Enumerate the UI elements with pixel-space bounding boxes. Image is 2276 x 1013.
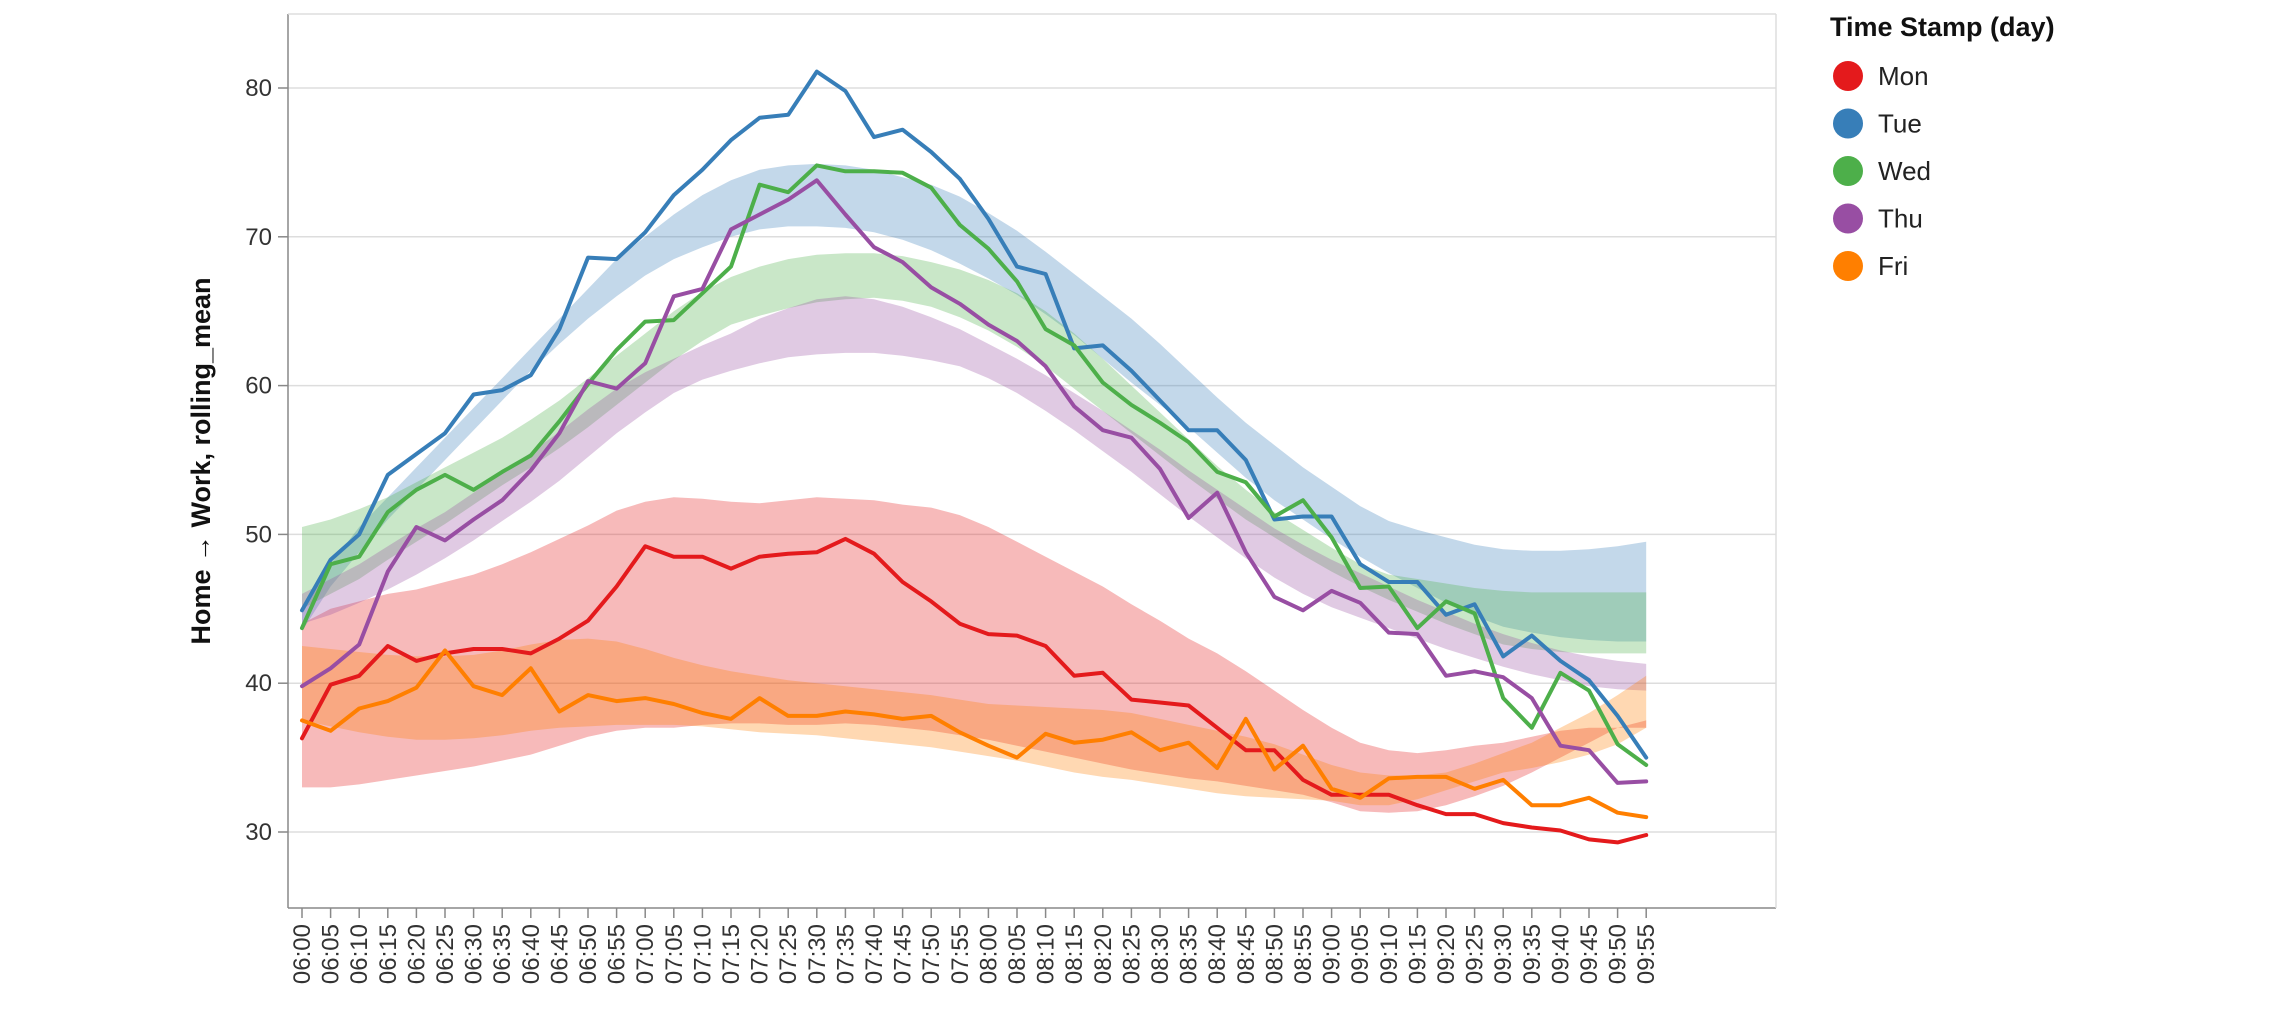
x-tick-label: 08:45: [1233, 924, 1260, 984]
x-tick-label: 06:55: [604, 924, 631, 984]
y-tick-label: 50: [245, 521, 272, 548]
x-tick-label: 09:15: [1404, 924, 1431, 984]
x-tick-label: 06:35: [489, 924, 516, 984]
line-mon: [300, 536, 1649, 845]
x-tick-label: 09:10: [1376, 924, 1403, 984]
x-axis-ticks: 06:00 06:05 06:10 06:15 06:20 06:25 06:30 06:35…: [289, 908, 1660, 984]
x-tick-label: 06:10: [346, 924, 373, 984]
band-fri: [302, 638, 1647, 806]
line-fri: [300, 648, 1649, 820]
x-tick-label: 08:50: [1261, 924, 1288, 984]
y-tick-label: 60: [245, 373, 272, 400]
x-tick-label: 09:20: [1433, 924, 1460, 984]
x-tick-label: 07:25: [775, 924, 802, 984]
x-tick-label: 07:55: [947, 924, 974, 984]
x-tick-label: 09:35: [1519, 924, 1546, 984]
x-tick-label: 07:20: [747, 924, 774, 984]
x-tick-label: 06:50: [575, 924, 602, 984]
legend-title: Time Stamp (day): [1830, 12, 2055, 42]
line-wed: [300, 163, 1649, 767]
x-tick-label: 06:20: [403, 924, 430, 984]
legend-swatch: [1833, 251, 1863, 281]
band-thu: [302, 296, 1647, 691]
line-thu: [300, 178, 1649, 785]
x-tick-label: 09:50: [1605, 924, 1632, 984]
x-tick-label: 06:45: [546, 924, 573, 984]
x-tick-label: 07:30: [804, 924, 831, 984]
legend-item-mon: Mon: [1833, 61, 1929, 91]
legend-item-tue: Tue: [1833, 108, 1922, 139]
x-tick-label: 08:55: [1290, 924, 1317, 984]
x-tick-label: 07:10: [689, 924, 716, 984]
legend-item-wed: Wed: [1833, 156, 1931, 186]
x-tick-label: 09:00: [1319, 924, 1346, 984]
legend-label: Fri: [1878, 251, 1908, 281]
y-gridlines: [288, 87, 1776, 833]
y-tick-label: 70: [245, 224, 272, 251]
y-tick-label: 30: [245, 819, 272, 846]
x-tick-label: 06:40: [518, 924, 545, 984]
x-tick-label: 06:00: [289, 924, 316, 984]
legend-label: Tue: [1878, 109, 1922, 139]
legend-swatch: [1833, 108, 1863, 139]
band-tue: [302, 163, 1647, 642]
legend-item-thu: Thu: [1833, 203, 1923, 234]
x-tick-label: 06:25: [432, 924, 459, 984]
legend-label: Thu: [1878, 204, 1923, 234]
x-tick-label: 06:30: [461, 924, 488, 984]
x-tick-label: 08:40: [1204, 924, 1231, 984]
legend-item-fri: Fri: [1833, 251, 1908, 281]
x-tick-label: 09:30: [1490, 924, 1517, 984]
x-tick-label: 08:15: [1061, 924, 1088, 984]
x-tick-label: 06:15: [375, 924, 402, 984]
line-tue: [300, 69, 1649, 760]
x-tick-label: 08:35: [1176, 924, 1203, 984]
x-tick-label: 08:05: [1004, 924, 1031, 984]
legend-label: Mon: [1878, 61, 1929, 91]
legend-items: Mon Tue Wed Thu Fri: [1833, 61, 1931, 281]
legend-swatch: [1833, 203, 1863, 234]
x-tick-label: 07:35: [832, 924, 859, 984]
x-tick-label: 09:55: [1633, 924, 1660, 984]
confidence-bands: [302, 163, 1647, 813]
x-tick-label: 08:10: [1033, 924, 1060, 984]
x-tick-label: 07:40: [861, 924, 888, 984]
x-tick-label: 07:05: [661, 924, 688, 984]
legend-swatch: [1833, 61, 1863, 91]
y-tick-label: 80: [245, 75, 272, 102]
legend: Time Stamp (day) Mon Tue Wed Thu Fri: [1830, 12, 2055, 281]
legend-swatch: [1833, 156, 1863, 186]
y-tick-label: 40: [245, 670, 272, 697]
y-axis-title: Home → Work, rolling_mean: [186, 277, 216, 644]
x-tick-label: 08:25: [1118, 924, 1145, 984]
x-tick-label: 07:15: [718, 924, 745, 984]
x-tick-label: 07:50: [918, 924, 945, 984]
x-tick-label: 07:45: [890, 924, 917, 984]
y-axis-ticks: 30 40 50 60 70 80: [245, 75, 288, 846]
series-lines: [300, 69, 1649, 845]
x-tick-label: 08:20: [1090, 924, 1117, 984]
x-tick-label: 07:00: [632, 924, 659, 984]
x-tick-label: 09:40: [1547, 924, 1574, 984]
legend-label: Wed: [1878, 156, 1931, 186]
x-tick-label: 08:30: [1147, 924, 1174, 984]
band-wed: [302, 253, 1647, 654]
x-tick-label: 06:05: [318, 924, 345, 984]
axes: [287, 13, 1777, 909]
x-tick-label: 09:25: [1462, 924, 1489, 984]
x-tick-label: 09:45: [1576, 924, 1603, 984]
x-tick-label: 09:05: [1347, 924, 1374, 984]
band-mon: [302, 497, 1647, 813]
x-tick-label: 08:00: [975, 924, 1002, 984]
